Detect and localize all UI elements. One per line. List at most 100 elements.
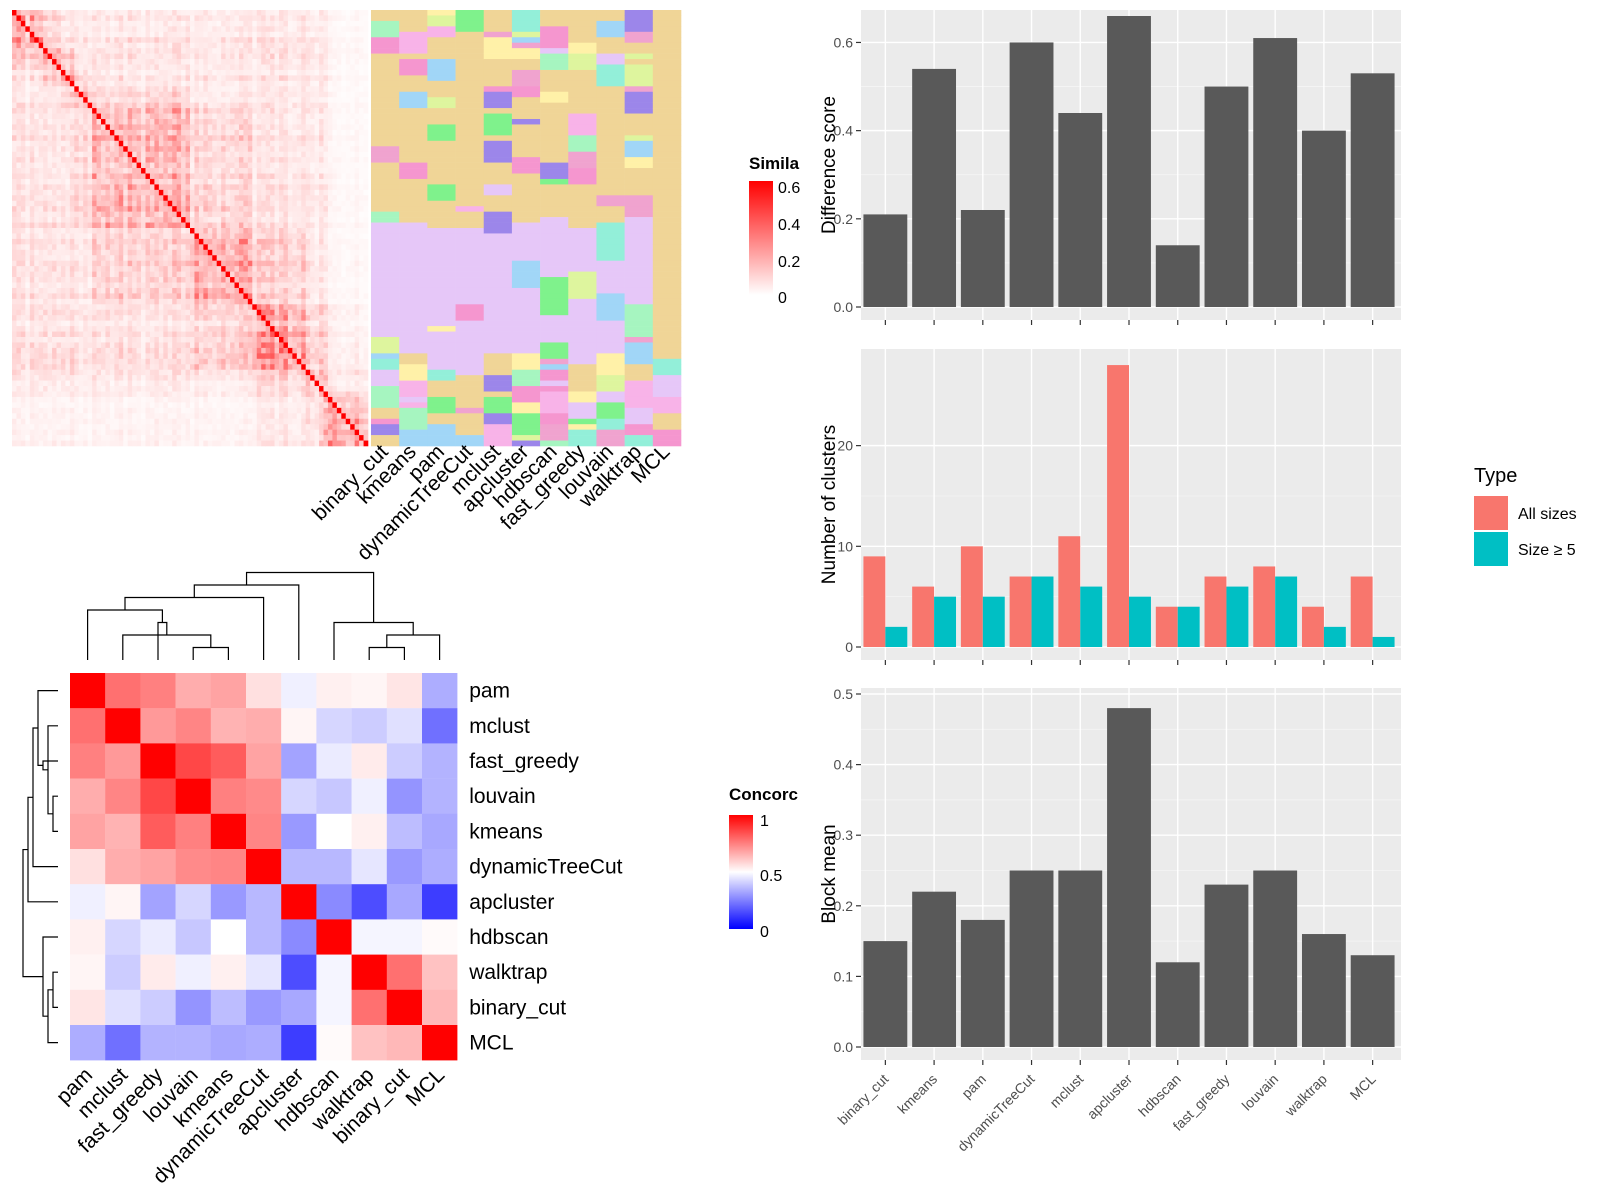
similarity-cell <box>118 249 124 256</box>
similarity-cell <box>101 178 106 185</box>
similarity-cell <box>181 157 186 163</box>
similarity-cell <box>332 168 338 174</box>
similarity-cell <box>29 140 35 147</box>
similarity-cell <box>167 86 173 93</box>
similarity-cell <box>296 140 302 147</box>
similarity-cell <box>261 228 266 234</box>
similarity-cell <box>354 200 360 207</box>
similarity-cell <box>149 124 155 131</box>
similarity-cell <box>141 91 146 98</box>
similarity-cell <box>181 266 186 272</box>
similarity-cell <box>221 151 226 158</box>
similarity-cell <box>216 86 222 93</box>
similarity-cell <box>83 342 88 349</box>
similarity-cell <box>279 342 284 349</box>
similarity-cell <box>274 140 280 147</box>
similarity-cell <box>132 26 137 33</box>
similarity-cell <box>47 26 53 33</box>
similarity-cell <box>127 75 133 82</box>
similarity-cell <box>123 282 128 289</box>
similarity-cell <box>25 260 31 267</box>
similarity-cell <box>12 342 17 349</box>
similarity-cell <box>47 184 53 191</box>
similarity-cell <box>16 157 22 163</box>
similarity-cell <box>105 228 111 234</box>
similarity-cell <box>230 102 235 109</box>
similarity-cell <box>230 222 235 229</box>
similarity-cell <box>243 249 249 256</box>
similarity-cell <box>78 326 84 332</box>
similarity-cell <box>158 266 164 272</box>
similarity-cell <box>163 97 169 103</box>
similarity-cell <box>118 119 124 125</box>
similarity-cell <box>78 26 84 33</box>
similarity-cell <box>238 26 244 33</box>
similarity-cell <box>341 309 347 316</box>
similarity-cell <box>261 200 266 207</box>
similarity-cell <box>270 113 275 120</box>
similarity-cell <box>38 26 44 33</box>
similarity-cell <box>314 135 320 142</box>
similarity-cell <box>60 189 66 196</box>
similarity-cell <box>167 119 173 125</box>
similarity-cell <box>145 113 151 120</box>
similarity-cell <box>296 211 302 218</box>
similarity-cell <box>238 298 244 305</box>
similarity-cell <box>283 151 289 158</box>
similarity-cell <box>296 15 302 22</box>
similarity-cell <box>194 10 200 16</box>
similarity-cell <box>114 298 120 305</box>
similarity-cell <box>327 255 333 261</box>
similarity-cell <box>109 326 115 332</box>
similarity-cell <box>136 31 142 38</box>
similarity-cell <box>243 173 249 180</box>
similarity-cell <box>252 315 258 321</box>
similarity-cell <box>167 151 173 158</box>
similarity-cell <box>176 173 182 180</box>
similarity-cell <box>207 146 213 152</box>
similarity-cell <box>141 304 146 311</box>
similarity-cell <box>283 26 289 33</box>
similarity-cell <box>154 20 160 27</box>
similarity-cell <box>118 42 124 49</box>
similarity-cell <box>354 337 360 343</box>
similarity-cell <box>261 326 266 332</box>
similarity-cell <box>336 238 342 245</box>
similarity-cell <box>123 309 128 316</box>
similarity-cell <box>256 184 262 191</box>
similarity-cell <box>252 151 258 158</box>
similarity-cell <box>354 80 360 87</box>
similarity-cell <box>234 282 240 289</box>
similarity-cell <box>198 48 204 54</box>
similarity-cell <box>216 184 222 191</box>
similarity-cell <box>216 309 222 316</box>
similarity-cell <box>216 217 222 223</box>
similarity-cell <box>274 42 280 49</box>
similarity-cell <box>149 157 155 163</box>
similarity-cell <box>238 162 244 169</box>
similarity-cell <box>243 20 249 27</box>
similarity-cell <box>194 200 200 207</box>
similarity-cell <box>190 331 195 338</box>
similarity-cell <box>109 206 115 212</box>
similarity-cell <box>83 135 88 142</box>
similarity-cell <box>172 37 177 43</box>
similarity-cell <box>283 195 289 202</box>
similarity-cell <box>56 238 62 245</box>
similarity-cell <box>114 151 120 158</box>
similarity-cell <box>47 315 53 321</box>
similarity-cell <box>29 173 35 180</box>
similarity-cell <box>296 80 302 87</box>
similarity-cell <box>221 184 226 191</box>
similarity-cell <box>87 129 93 136</box>
similarity-cell <box>198 315 204 321</box>
similarity-cell <box>256 277 262 283</box>
similarity-cell <box>96 287 102 294</box>
similarity-cell <box>65 222 71 229</box>
similarity-cell <box>287 222 293 229</box>
similarity-cell <box>34 326 39 332</box>
similarity-cell <box>225 298 231 305</box>
similarity-cell <box>221 80 226 87</box>
similarity-cell <box>109 113 115 120</box>
similarity-cell <box>127 151 133 158</box>
